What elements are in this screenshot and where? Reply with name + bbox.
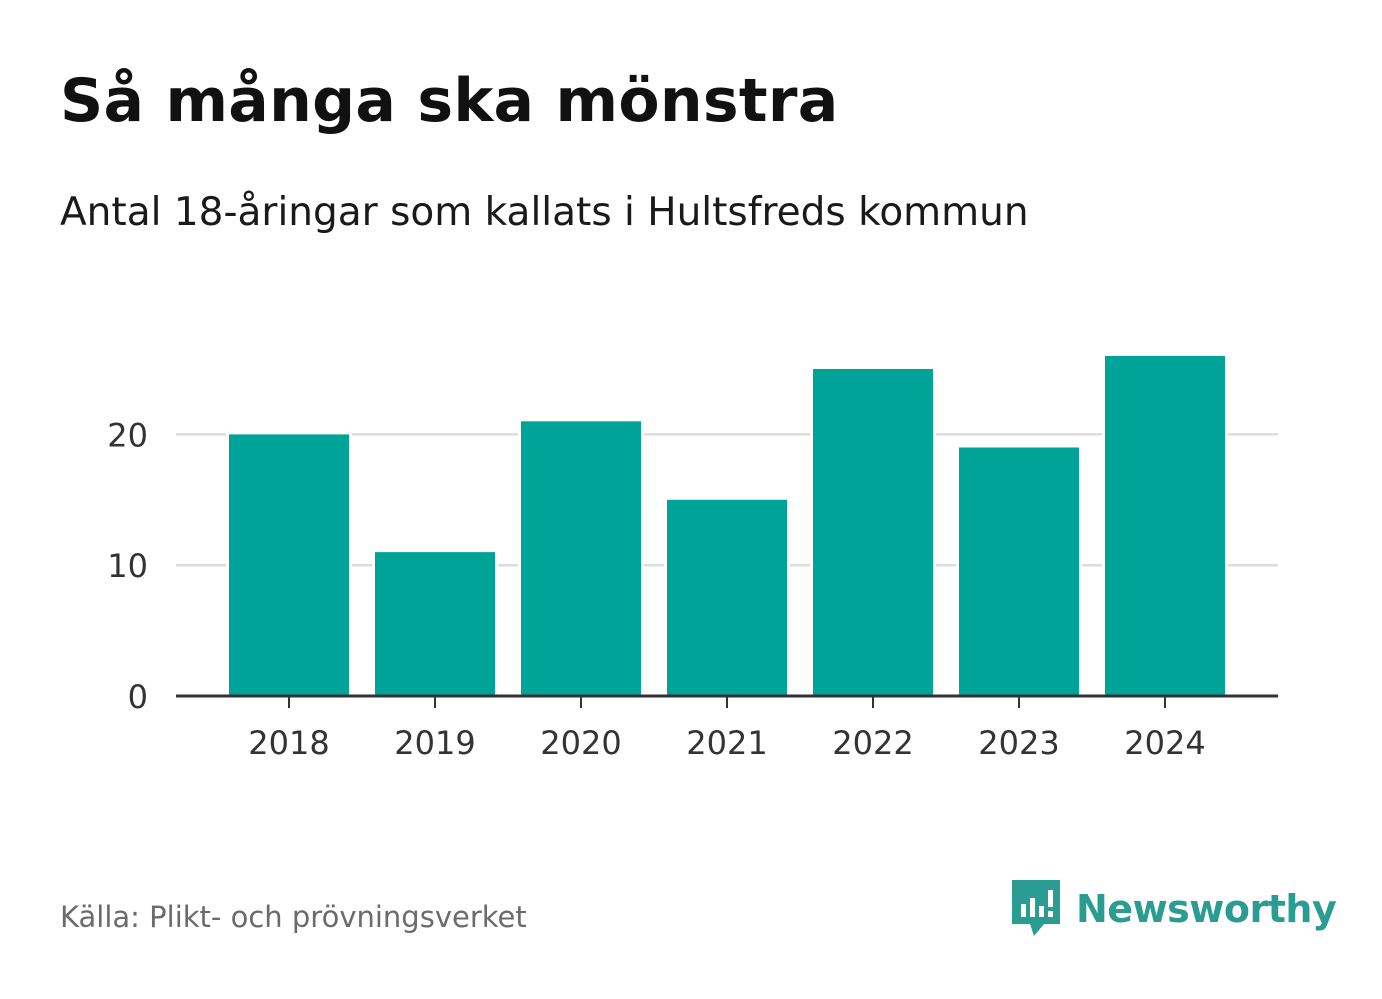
source-note: Källa: Plikt- och prövningsverket: [60, 900, 527, 934]
bar: [1105, 355, 1225, 696]
brand-name: Newsworthy: [1076, 887, 1337, 931]
x-tick-label: 2024: [1124, 724, 1205, 762]
bar: [375, 552, 495, 696]
x-tick-label: 2021: [686, 724, 767, 762]
x-tick-label: 2022: [832, 724, 913, 762]
y-tick-label: 20: [107, 416, 148, 454]
bar: [667, 499, 787, 696]
x-tick-label: 2018: [248, 724, 329, 762]
newsworthy-logo-icon: [1012, 880, 1060, 936]
bar: [959, 447, 1079, 696]
chart-title: Så många ska mönstra: [60, 66, 839, 136]
chart-subtitle: Antal 18-åringar som kallats i Hultsfred…: [60, 190, 1029, 235]
bar: [229, 434, 349, 696]
x-tick-label: 2020: [540, 724, 621, 762]
x-tick-label: 2023: [978, 724, 1059, 762]
bar: [813, 369, 933, 696]
brand-logo: Newsworthy: [1010, 878, 1337, 940]
x-tick-label: 2019: [394, 724, 475, 762]
bar: [521, 421, 641, 696]
y-tick-label: 10: [107, 547, 148, 585]
y-tick-label: 0: [128, 678, 148, 716]
